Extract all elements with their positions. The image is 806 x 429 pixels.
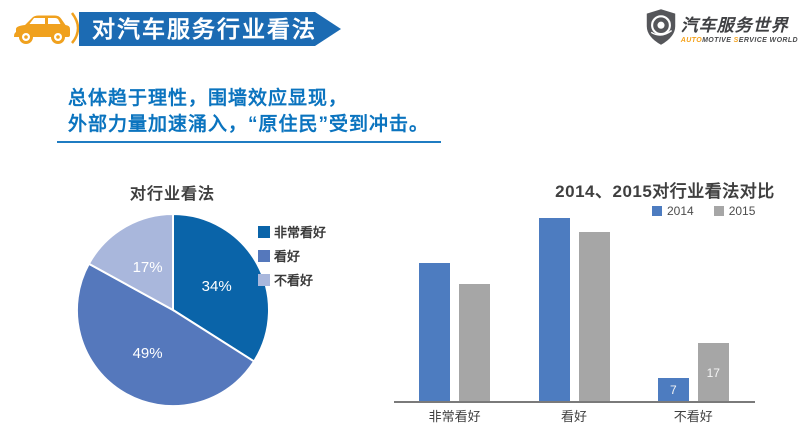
pie-legend-item: 看好 bbox=[258, 246, 326, 265]
bar-legend-item-2014: 2014 bbox=[652, 204, 694, 218]
brand-logo: 汽车服务世界 AUTOMOTIVE SERVICE WORLD bbox=[645, 7, 798, 47]
headline: 总体趋于理性，围墙效应显现， 外部力量加速涌入，“原住民”受到冲击。 bbox=[68, 86, 429, 138]
shield-wheel-icon bbox=[646, 9, 675, 45]
bar-legend: 2014 2015 bbox=[652, 204, 755, 218]
logo-en-part: S bbox=[733, 36, 739, 44]
bar-2014-不看好: 7 bbox=[657, 377, 689, 402]
pie-chart: 34% 49% 17% bbox=[75, 212, 270, 408]
headline-divider bbox=[57, 141, 441, 143]
bar-category-label: 不看好 bbox=[673, 409, 713, 424]
headline-line2: 外部力量加速涌入，“原住民”受到冲击。 bbox=[68, 114, 430, 135]
bar-legend-item-2015: 2015 bbox=[713, 204, 756, 218]
bar-chart: 7 17 bbox=[395, 208, 753, 402]
bar-2015-非常看好 bbox=[459, 284, 491, 402]
legend-swatch bbox=[652, 206, 662, 216]
logo-en-part: AUTO bbox=[680, 36, 703, 44]
bar-category-labels: 非常看好 看好 不看好 bbox=[395, 406, 753, 424]
legend-swatch bbox=[258, 225, 270, 238]
bar-2014-非常看好 bbox=[419, 263, 451, 402]
page-title: 对汽车服务行业看法 bbox=[92, 16, 317, 42]
bar-2015-看好 bbox=[578, 232, 610, 402]
x-axis-line bbox=[394, 401, 755, 403]
car-icon bbox=[14, 12, 79, 44]
pie-legend-item: 不看好 bbox=[258, 270, 326, 289]
legend-label: 不看好 bbox=[274, 273, 314, 288]
bar-value-label: 7 bbox=[669, 382, 677, 397]
pie-legend: 非常看好 看好 不看好 bbox=[258, 222, 326, 294]
pie-legend-item: 非常看好 bbox=[258, 222, 326, 241]
logo-en-part: ERVICE WORLD bbox=[738, 36, 798, 44]
legend-swatch bbox=[258, 249, 270, 262]
bar-category-label: 看好 bbox=[560, 409, 587, 424]
legend-label: 非常看好 bbox=[274, 225, 327, 240]
bar-2014-看好 bbox=[538, 218, 570, 402]
pie-slice-不看好 bbox=[87, 212, 174, 312]
bar-category-label: 非常看好 bbox=[428, 409, 481, 424]
bar-chart-title: 2014、2015对行业看法对比 bbox=[555, 182, 775, 201]
pie-chart-title: 对行业看法 bbox=[130, 186, 216, 203]
legend-label: 看好 bbox=[274, 249, 301, 264]
bar-value-label: 17 bbox=[706, 365, 720, 380]
logo-en: AUTOMOTIVE SERVICE WORLD bbox=[681, 37, 798, 44]
pie-slice-看好 bbox=[75, 262, 256, 408]
legend-label: 2015 bbox=[728, 204, 756, 218]
logo-text: 汽车服务世界 AUTOMOTIVE SERVICE WORLD bbox=[681, 11, 798, 44]
bar-2015-不看好: 17 bbox=[697, 343, 729, 402]
pie-value-label: 17% bbox=[133, 259, 163, 276]
legend-swatch bbox=[713, 206, 724, 216]
legend-swatch bbox=[258, 273, 270, 286]
headline-line1: 总体趋于理性，围墙效应显现， bbox=[68, 88, 349, 109]
pie-value-label: 49% bbox=[133, 345, 163, 362]
logo-cn: 汽车服务世界 bbox=[680, 15, 789, 35]
pie-value-label: 34% bbox=[202, 278, 232, 295]
legend-label: 2014 bbox=[667, 204, 694, 218]
page-title-banner: 对汽车服务行业看法 bbox=[79, 12, 341, 46]
logo-en-part: MOTIVE bbox=[702, 36, 734, 44]
